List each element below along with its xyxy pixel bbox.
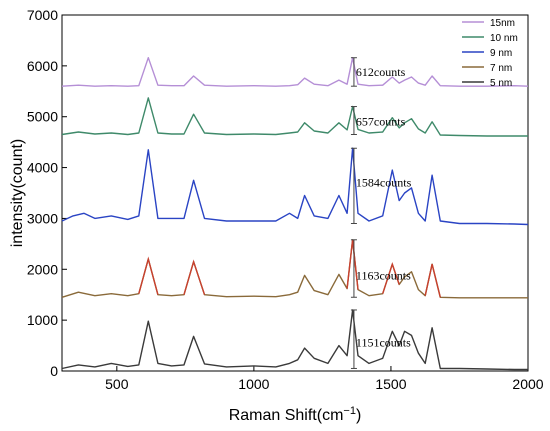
series-layer: [61, 57, 529, 371]
y-tick-label-4000: 4000: [27, 160, 58, 176]
x-tick-label-2000: 2000: [512, 376, 543, 392]
y-tick-label-5000: 5000: [27, 109, 58, 125]
y-tick-label-3000: 3000: [27, 210, 58, 226]
series-line-10nm: [61, 97, 528, 137]
legend: 15nm 10 nm 9 nm 7 nm 5 nm: [462, 18, 518, 89]
series-peak-7nm-10: [183, 259, 206, 295]
annotation-layer: 612counts 657counts 1584counts 1163counts 11…: [350, 57, 412, 369]
annotation-label-1: 657counts: [356, 114, 406, 128]
y-tick-label-6000: 6000: [27, 58, 58, 74]
series-line-9nm: [61, 147, 529, 226]
series-line-7nm: [61, 239, 528, 299]
x-axis-label-tail: ): [356, 407, 361, 424]
x-tick-label-1000: 1000: [238, 376, 269, 392]
x-axis-label-sup: −1: [343, 405, 356, 417]
series-peak-7nm-6: [138, 256, 159, 295]
annotation-label-3: 1163counts: [356, 268, 411, 282]
annotation-label-0: 612counts: [356, 65, 406, 79]
y-tick-label-7000: 7000: [27, 7, 58, 23]
x-tick-label-1500: 1500: [375, 376, 406, 392]
annotation-label-4: 1151counts: [356, 336, 411, 350]
annotation-label-2: 1584counts: [356, 175, 412, 189]
legend-label-2: 9 nm: [490, 48, 512, 59]
x-axis-label: Raman Shift(cm−1): [229, 405, 362, 424]
plot-frame: [61, 14, 529, 372]
legend-label-4: 5 nm: [490, 78, 512, 89]
y-tick-label-1000: 1000: [27, 312, 58, 328]
y-tick-label-0: 0: [50, 363, 58, 379]
axis-ticks: 500 1000 1500 2000 0 1000 2000 3000 4000 5000 6000…: [27, 7, 544, 392]
legend-label-3: 7 nm: [490, 63, 512, 74]
legend-label-1: 10 nm: [490, 33, 518, 44]
series-peak-7nm-26: [382, 261, 400, 294]
legend-label-0: 15nm: [490, 18, 515, 29]
y-tick-label-2000: 2000: [27, 261, 58, 277]
series-line-15nm: [61, 57, 529, 87]
x-tick-label-500: 500: [105, 376, 129, 392]
series-peak-7nm-32: [424, 264, 441, 298]
x-axis-label-main: Raman Shift(cm: [229, 407, 344, 424]
series-line-5nm: [61, 309, 528, 371]
y-axis-label: intensity(count): [9, 139, 26, 248]
